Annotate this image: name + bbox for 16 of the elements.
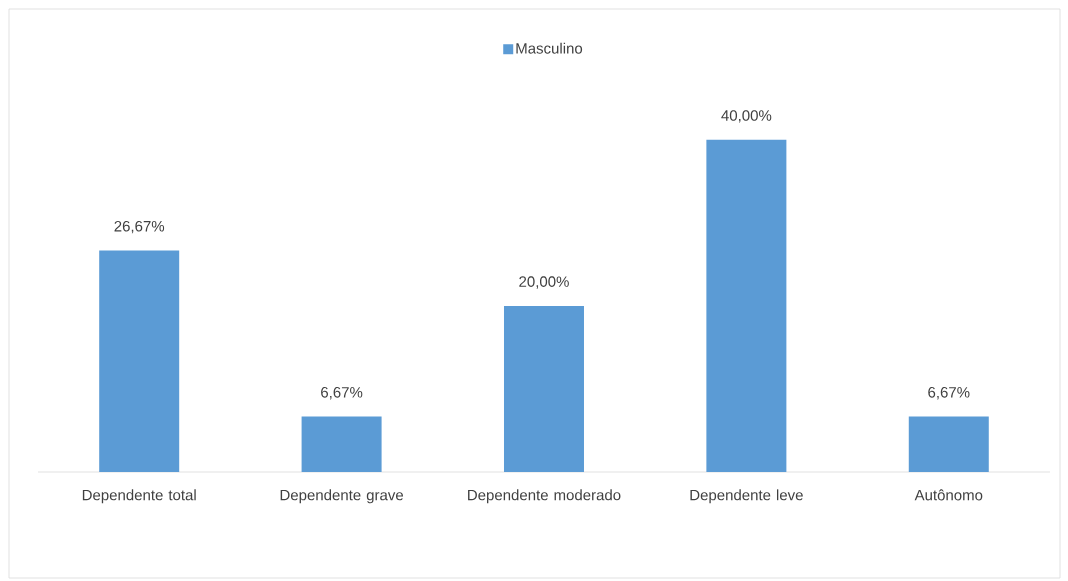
bar [706, 139, 787, 472]
legend-label: Masculino [516, 42, 583, 54]
bar [301, 416, 382, 472]
x-tick-label: Dependente leve [690, 489, 803, 504]
data-label: 40,00% [721, 110, 772, 123]
bar [99, 250, 180, 472]
x-tick-label: Autônomo [914, 489, 983, 501]
data-label: 26,67% [114, 220, 165, 234]
bar [908, 416, 989, 472]
x-tick-label: Dependente grave [280, 489, 404, 504]
data-label: 6,67% [928, 387, 970, 400]
x-tick-label: Dependente total [82, 489, 196, 504]
x-tick-label: Dependente moderado [468, 489, 621, 504]
bar [503, 305, 584, 472]
data-label: 6,67% [321, 387, 363, 400]
data-label: 20,00% [519, 276, 569, 289]
